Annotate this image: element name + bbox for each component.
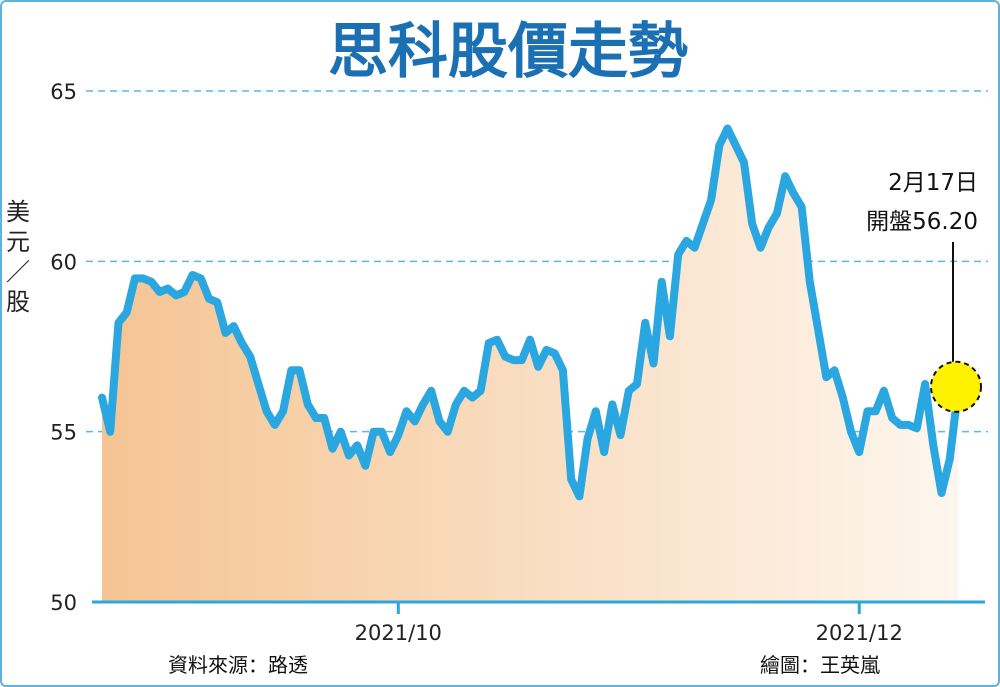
y-tick-label: 65 bbox=[50, 80, 77, 104]
y-axis-label-char: ／ bbox=[6, 258, 30, 286]
y-tick-label: 50 bbox=[50, 591, 77, 615]
x-tick-label: 2021/10 bbox=[355, 621, 442, 645]
chart-title: 思科股價走勢 bbox=[328, 17, 688, 87]
y-axis-label-char: 元 bbox=[6, 228, 30, 256]
annotation-marker bbox=[930, 360, 982, 413]
y-axis-label-char: 股 bbox=[6, 288, 30, 316]
series-line bbox=[98, 124, 962, 501]
y-ticks: 50 55 60 65 bbox=[50, 80, 77, 615]
y-axis-label: 美元／股 bbox=[6, 198, 30, 316]
y-tick-label: 60 bbox=[50, 250, 77, 274]
y-tick-label: 55 bbox=[50, 421, 77, 445]
area-fill bbox=[102, 128, 958, 602]
x-tick-label: 2021/12 bbox=[816, 621, 903, 645]
artist-credit: 繪圖：王英嵐 bbox=[760, 653, 880, 677]
source-credit: 資料來源：路透 bbox=[168, 653, 308, 677]
annotation-value: 開盤56.20 bbox=[866, 209, 978, 235]
annotation-date: 2月17日 bbox=[888, 170, 978, 196]
y-axis-label-char: 美 bbox=[6, 198, 30, 226]
